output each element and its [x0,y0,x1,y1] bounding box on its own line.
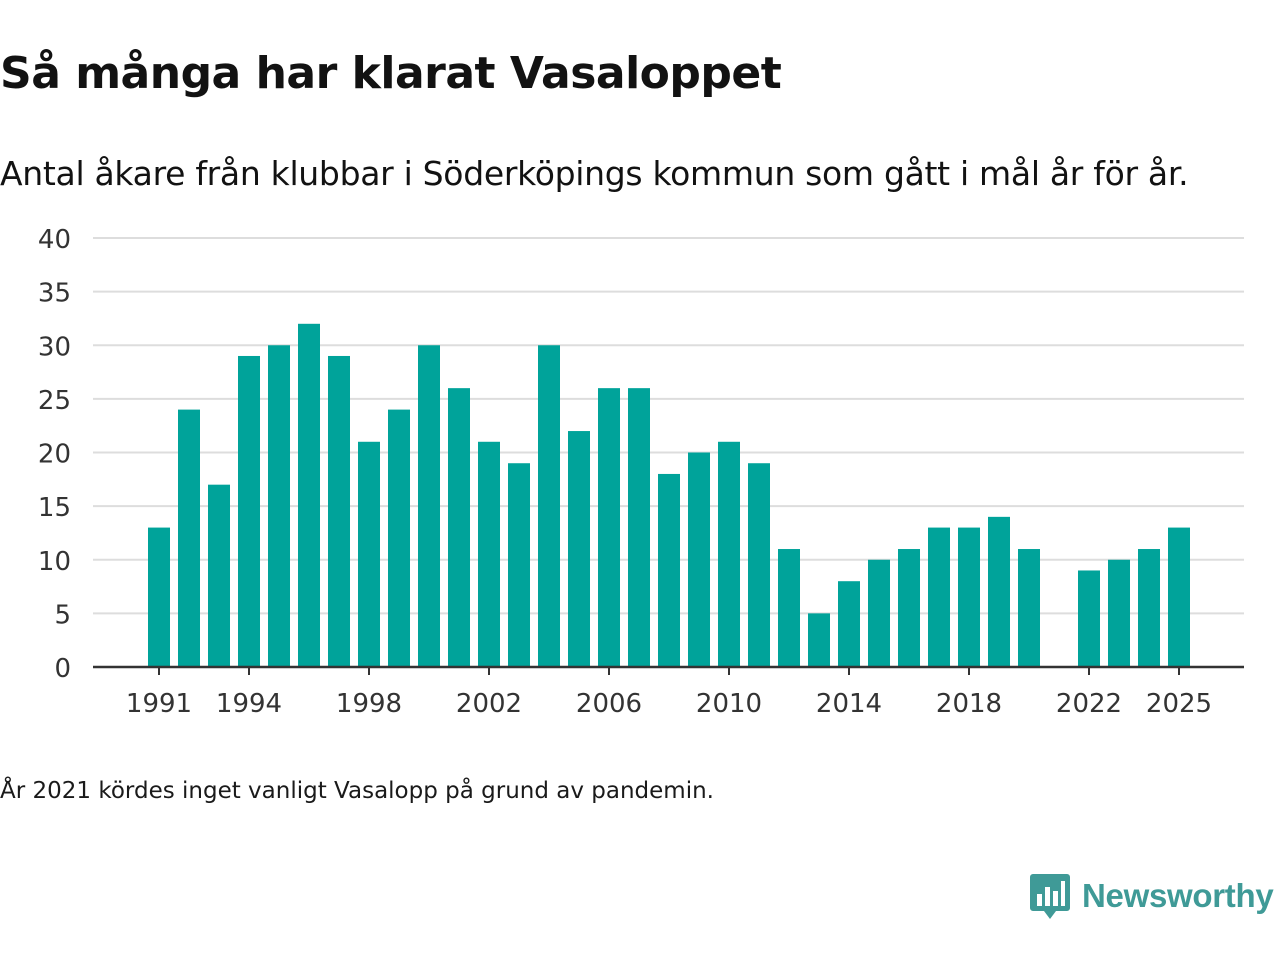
x-tick-label-1998: 1998 [336,689,402,719]
x-tick-label-1994: 1994 [216,689,282,719]
y-tick-label-20: 20 [38,440,71,470]
bar-2002 [478,441,500,667]
x-tick-label-2006: 2006 [576,689,642,719]
x-tick-label-2018: 2018 [936,689,1002,719]
x-tick-label-1991: 1991 [126,689,192,719]
bar-2001 [448,388,470,667]
x-tick-label-2010: 2010 [696,689,762,719]
newsworthy-logo-text: Newsworthy [1082,877,1274,914]
bars [148,323,1190,667]
y-tick-label-35: 35 [38,279,71,309]
bar-2020 [1018,549,1040,667]
bar-2007 [628,388,650,667]
bar-2006 [598,388,620,667]
bar-2008 [658,473,680,667]
y-tick-label-30: 30 [38,332,71,362]
y-axis-labels: 0 5 10 15 20 25 30 35 40 [38,225,71,684]
bar-2014 [838,581,860,667]
newsworthy-logo-icon [1030,874,1070,919]
x-tick-label-2002: 2002 [456,689,522,719]
y-tick-label-5: 5 [54,600,71,630]
x-axis [93,665,1244,675]
bar-2012 [778,549,800,667]
bar-2025 [1168,527,1190,667]
x-tick-label-2014: 2014 [816,689,882,719]
bar-1996 [298,323,320,667]
chart-subtitle: Antal åkare från klubbar i Söderköpings … [0,154,1189,193]
bar-2024 [1138,549,1160,667]
bar-2009 [688,452,710,667]
y-tick-label-15: 15 [38,493,71,523]
bar-2019 [988,516,1010,667]
y-tick-label-0: 0 [54,654,71,684]
chart-title: Så många har klarat Vasaloppet [0,48,782,99]
bar-2017 [928,527,950,667]
bar-2005 [568,431,590,667]
bar-2023 [1108,559,1130,667]
bar-2013 [808,613,830,667]
bar-2010 [718,441,740,667]
bar-2011 [748,463,770,667]
y-tick-label-10: 10 [38,547,71,577]
bar-2000 [418,345,440,667]
x-axis-labels: 1991 1994 1998 2002 2006 2010 2014 2018 2022 2025 [126,689,1212,719]
bar-2015 [868,559,890,667]
bar-1995 [268,345,290,667]
bar-2022 [1078,570,1100,667]
bar-1998 [358,441,380,667]
bar-1991 [148,527,170,667]
bar-1999 [388,409,410,667]
bar-2016 [898,549,920,667]
x-tick-label-2025: 2025 [1146,689,1212,719]
bar-1992 [178,409,200,667]
bar-2004 [538,345,560,667]
footnote: År 2021 kördes inget vanligt Vasalopp på… [0,778,714,804]
bar-2018 [958,527,980,667]
x-tick-label-2022: 2022 [1056,689,1122,719]
newsworthy-logo: Newsworthy [1030,870,1274,922]
bar-2003 [508,463,530,667]
y-tick-label-25: 25 [38,386,71,416]
bar-1997 [328,355,350,667]
bar-1993 [208,484,230,667]
bar-1994 [238,355,260,667]
y-tick-label-40: 40 [38,225,71,255]
